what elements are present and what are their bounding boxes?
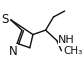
- Text: NH: NH: [58, 35, 75, 45]
- Text: S: S: [1, 13, 8, 26]
- Text: N: N: [8, 45, 17, 58]
- Text: CH₃: CH₃: [63, 46, 82, 56]
